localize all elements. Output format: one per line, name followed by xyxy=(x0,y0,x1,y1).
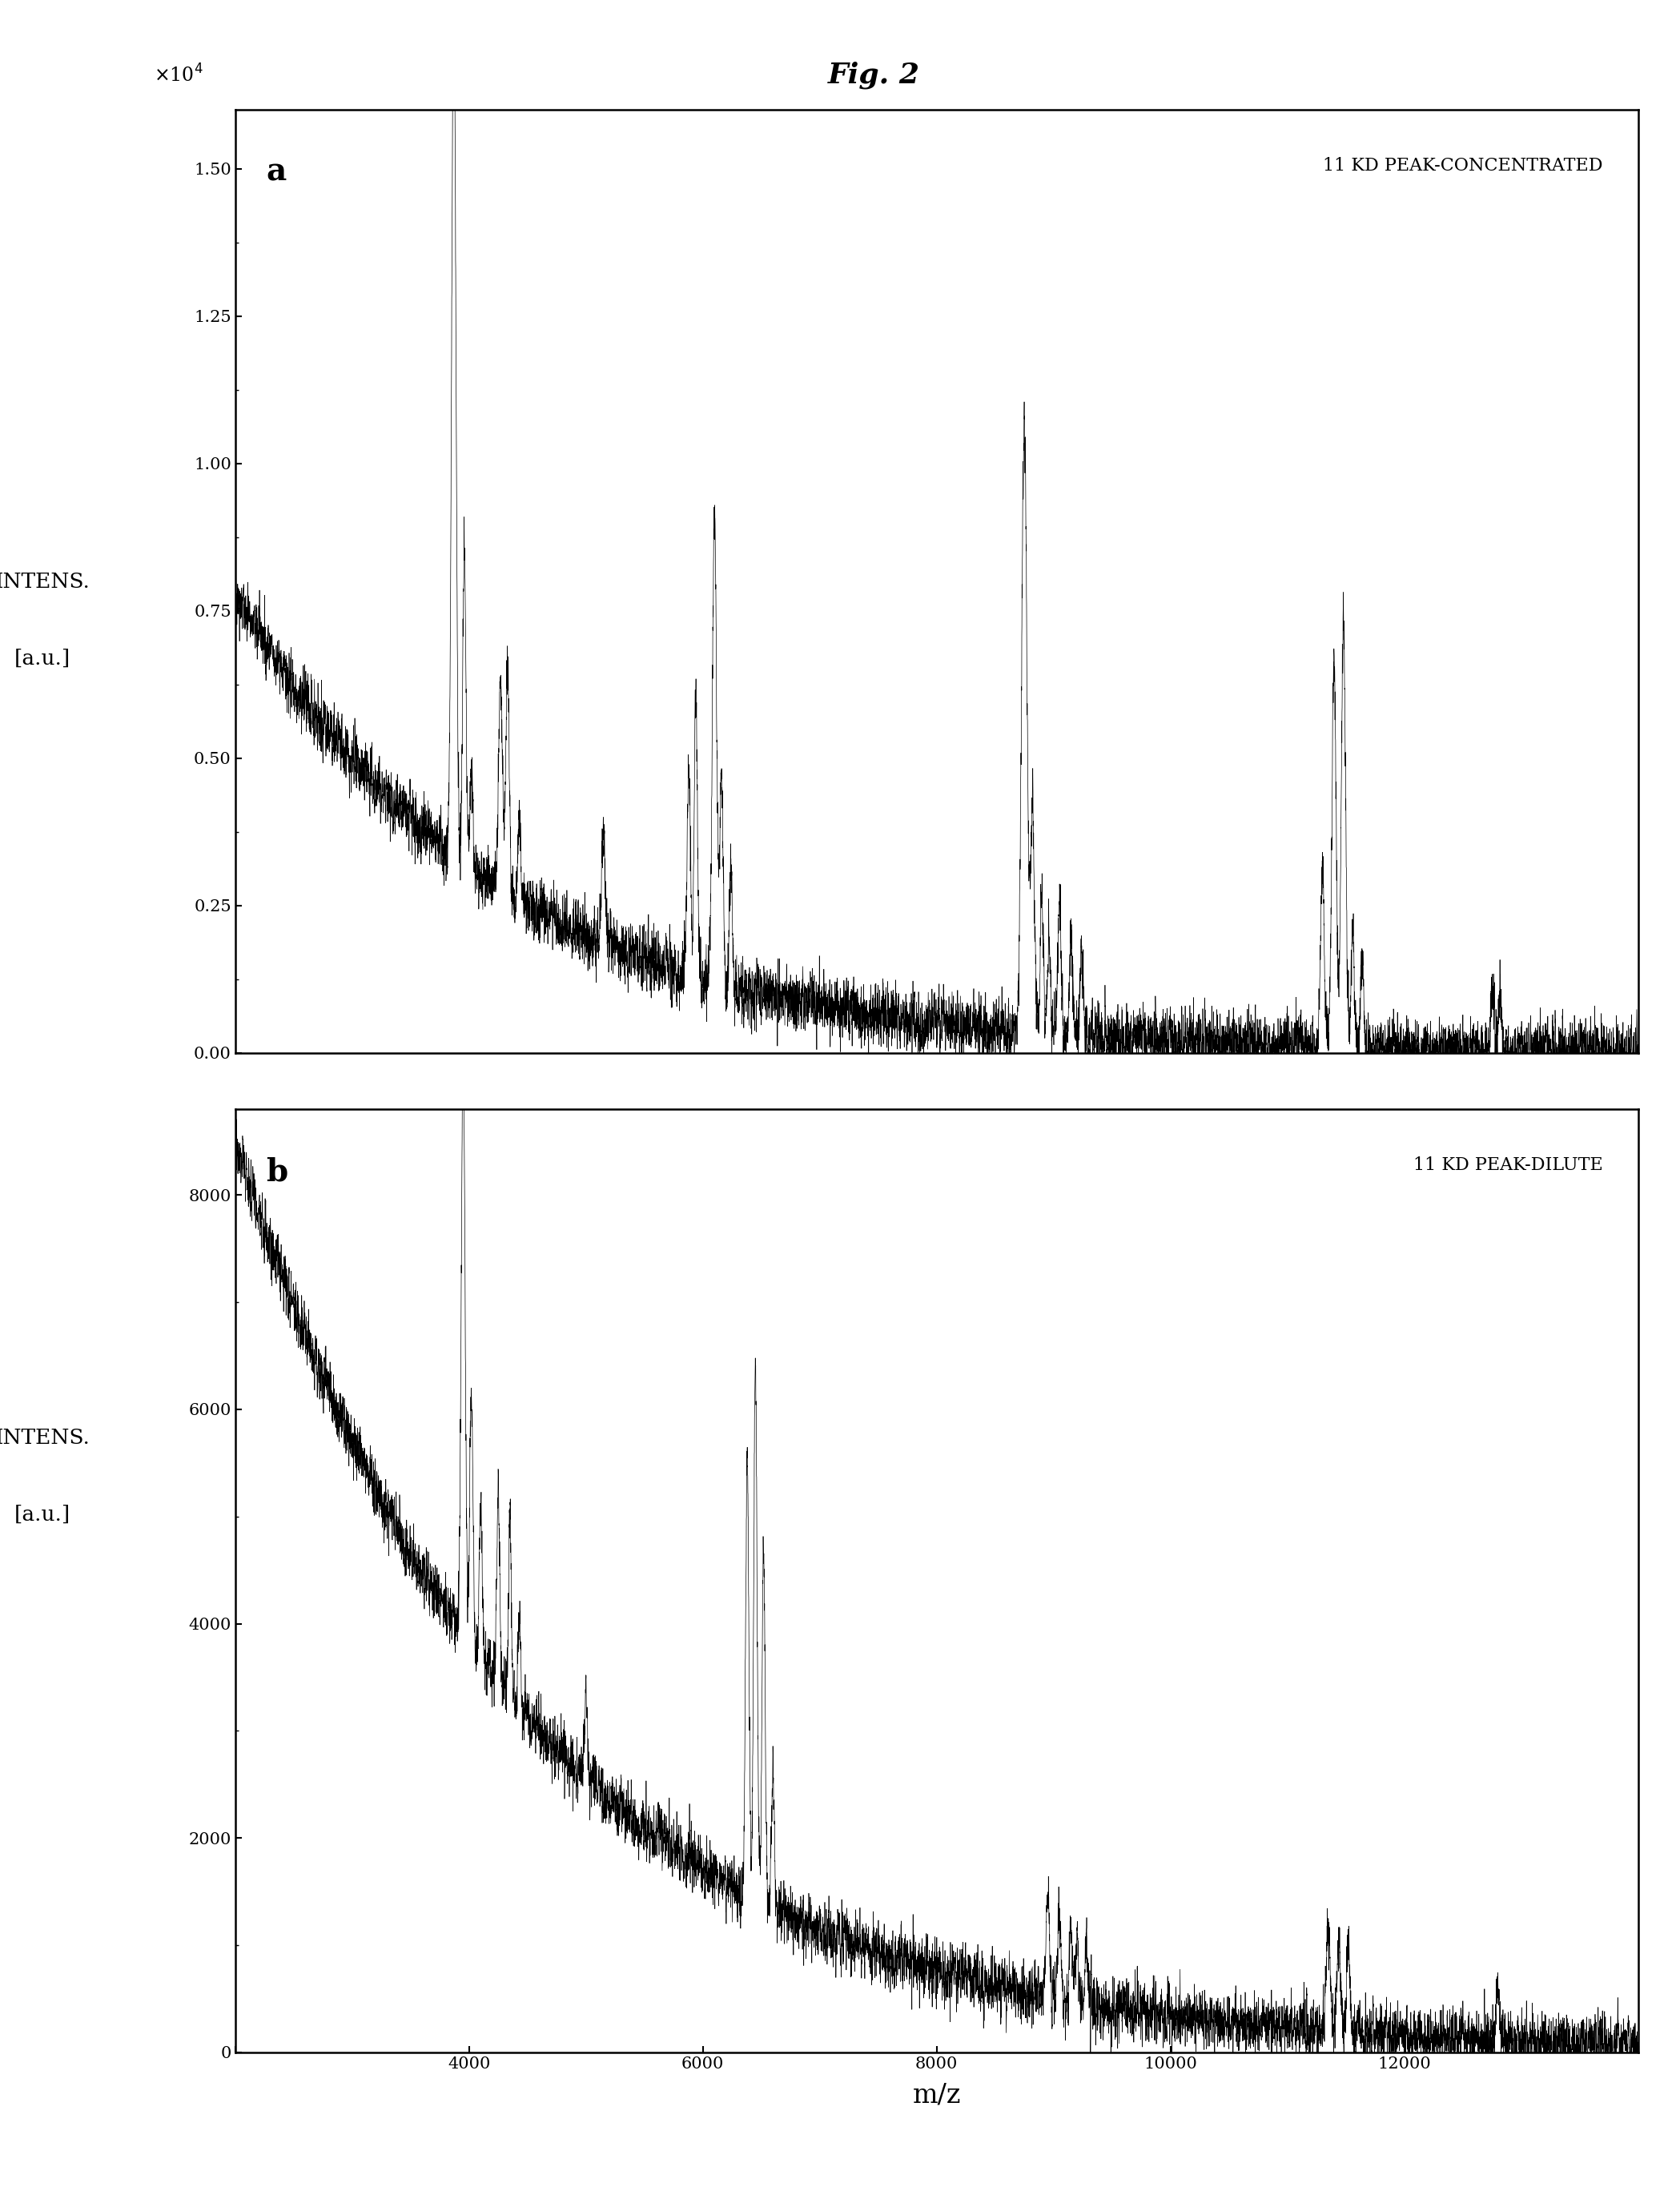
Text: 11 KD PEAK-CONCENTRATED: 11 KD PEAK-CONCENTRATED xyxy=(1324,156,1603,176)
Text: a: a xyxy=(265,156,286,187)
Text: Fig. 2: Fig. 2 xyxy=(828,61,919,90)
Text: $\times$10$^4$: $\times$10$^4$ xyxy=(155,64,203,86)
X-axis label: m/z: m/z xyxy=(912,2083,961,2107)
Text: b: b xyxy=(265,1157,287,1187)
Text: [a.u.]: [a.u.] xyxy=(13,1504,71,1526)
Text: INTENS.: INTENS. xyxy=(0,1427,89,1449)
Text: [a.u.]: [a.u.] xyxy=(13,648,71,669)
Text: INTENS.: INTENS. xyxy=(0,571,89,593)
Text: 11 KD PEAK-DILUTE: 11 KD PEAK-DILUTE xyxy=(1413,1157,1603,1174)
